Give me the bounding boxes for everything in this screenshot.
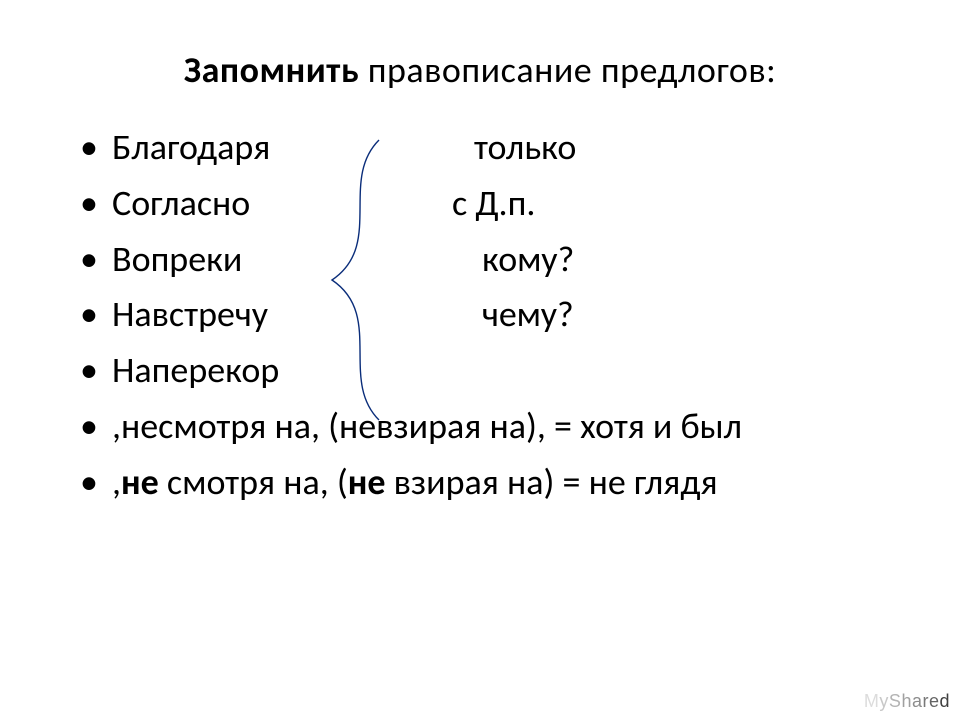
item-left: Вопреки [112, 232, 402, 288]
item-left: Благодаря [112, 120, 402, 176]
line6-text: ,несмотря на, (невзирая на), = хотя и бы… [112, 404, 742, 448]
list-item: Навстречу чему? [70, 287, 890, 343]
list-item: Вопреки кому? [70, 232, 890, 288]
list-item: Наперекор [70, 343, 890, 399]
list-item: Благодаря только [70, 120, 890, 176]
slide-title: Запомнить правописание предлогов: [70, 48, 890, 92]
item-right: чему? [402, 287, 890, 343]
item-right: кому? [402, 232, 890, 288]
item-right: с Д.п. [402, 176, 890, 232]
line7-prefix: , [112, 460, 121, 504]
list-item: ,несмотря на, (невзирая на), = хотя и бы… [70, 399, 890, 455]
line7-ne1: не [121, 460, 159, 504]
line7-ne2: не [348, 460, 386, 504]
line7-mid1: смотря на, ( [159, 460, 348, 504]
title-rest: правописание предлогов: [359, 48, 776, 92]
item-right: только [402, 120, 890, 176]
list-item: Согласно с Д.п. [70, 176, 890, 232]
item-left: Навстречу [112, 287, 402, 343]
item-left: Согласно [112, 176, 402, 232]
slide: Запомнить правописание предлогов: Благод… [0, 0, 960, 720]
watermark: MyShared [864, 691, 950, 712]
title-bold: Запомнить [184, 48, 359, 92]
list-item: ,не смотря на, (не взирая на) = не глядя [70, 455, 890, 511]
line7-mid2: взирая на) = не глядя [386, 460, 718, 504]
bullet-list: Благодаря только Согласно с Д.п. Вопреки… [70, 120, 890, 511]
item-left: Наперекор [112, 343, 402, 399]
